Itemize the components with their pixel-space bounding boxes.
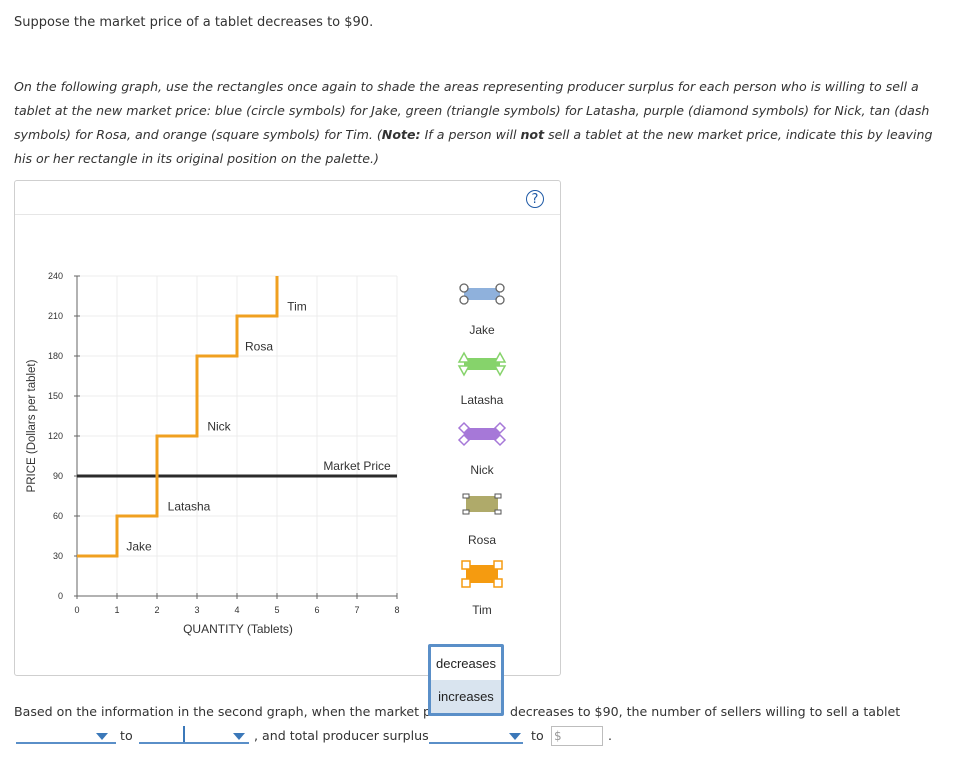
y-tick-label: 210 bbox=[48, 311, 63, 321]
direction-dropdown-menu[interactable]: decreases increases bbox=[428, 644, 504, 716]
chevron-down-icon bbox=[233, 733, 245, 740]
option-increases[interactable]: increases bbox=[431, 680, 501, 713]
palette-item-rosa[interactable] bbox=[462, 493, 502, 515]
step-labels: Jake Latasha Nick Rosa Tim bbox=[126, 300, 306, 554]
dash-handle-icon bbox=[462, 509, 470, 515]
palette-item-latasha[interactable] bbox=[457, 351, 507, 377]
question-sentence-continued: decreases to $90, the number of sellers … bbox=[510, 704, 901, 719]
market-price-line-group: Market Price bbox=[77, 459, 397, 478]
palette-item-nick[interactable] bbox=[457, 421, 507, 447]
step-label-jake: Jake bbox=[126, 540, 152, 554]
triangle-handle-icon bbox=[493, 365, 507, 377]
option-decreases[interactable]: decreases bbox=[436, 656, 496, 671]
square-handle-icon bbox=[461, 578, 471, 588]
chevron-down-icon bbox=[96, 733, 108, 740]
text-cursor bbox=[183, 726, 185, 742]
diamond-handle-icon bbox=[457, 433, 471, 447]
x-tick-label: 4 bbox=[234, 605, 239, 615]
y-tick-label: 0 bbox=[58, 591, 63, 601]
triangle-handle-icon bbox=[493, 351, 507, 363]
palette-label-tim: Tim bbox=[472, 603, 492, 617]
palette-item-tim[interactable] bbox=[461, 560, 503, 588]
y-tick-label: 180 bbox=[48, 351, 63, 361]
y-axis-label: PRICE (Dollars per tablet) bbox=[26, 359, 38, 492]
circle-handle-icon bbox=[459, 283, 469, 293]
y-tick-label: 240 bbox=[48, 271, 63, 281]
diamond-handle-icon bbox=[493, 421, 507, 435]
y-tick-label: 60 bbox=[53, 511, 63, 521]
supply-chart: 0 1 2 3 4 5 6 7 8 0 30 60 90 120 150 180 210 240 Market P… bbox=[26, 271, 507, 636]
square-handle-icon bbox=[493, 578, 503, 588]
y-tick-label: 150 bbox=[48, 391, 63, 401]
triangle-handle-icon bbox=[457, 351, 471, 363]
y-tick-label: 120 bbox=[48, 431, 63, 441]
x-tick-label: 5 bbox=[274, 605, 279, 615]
supply-curve bbox=[77, 276, 279, 558]
step-label-rosa: Rosa bbox=[245, 340, 273, 354]
sellers-to-dropdown[interactable] bbox=[139, 726, 249, 744]
x-tick-label: 3 bbox=[194, 605, 199, 615]
palette-item-jake[interactable] bbox=[459, 283, 505, 305]
chart-ticks: 0 1 2 3 4 5 6 7 8 0 30 60 90 120 150 180 210 240 bbox=[48, 271, 400, 615]
square-handle-icon bbox=[461, 560, 471, 570]
market-price-label: Market Price bbox=[323, 459, 391, 473]
x-tick-label: 7 bbox=[354, 605, 359, 615]
circle-handle-icon bbox=[495, 295, 505, 305]
graph-panel: ? 0 1 2 3 4 5 6 7 8 0 30 60 90 120 150 180 210 240 Market… bbox=[14, 180, 561, 676]
x-tick-label: 0 bbox=[74, 605, 79, 615]
circle-handle-icon bbox=[495, 283, 505, 293]
palette-rect bbox=[466, 565, 498, 583]
help-icon[interactable]: ? bbox=[526, 190, 544, 208]
question-sentence-start: Based on the information in the second g… bbox=[14, 704, 447, 719]
surplus-direction-dropdown[interactable] bbox=[429, 726, 523, 744]
supply-curve-group bbox=[77, 276, 279, 558]
palette-rect bbox=[464, 358, 500, 370]
circle-handle-icon bbox=[459, 295, 469, 305]
palette-label-nick: Nick bbox=[470, 463, 494, 477]
dash-handle-icon bbox=[462, 493, 470, 499]
x-axis-label: QUANTITY (Tablets) bbox=[183, 622, 293, 636]
palette-rect bbox=[464, 288, 500, 300]
step-label-latasha: Latasha bbox=[168, 500, 211, 514]
palette-rect bbox=[464, 428, 500, 440]
x-tick-label: 6 bbox=[314, 605, 319, 615]
panel-toolbar bbox=[15, 181, 560, 215]
diamond-handle-icon bbox=[457, 421, 471, 435]
period: . bbox=[608, 728, 613, 743]
x-tick-label: 1 bbox=[114, 605, 119, 615]
triangle-handle-icon bbox=[457, 365, 471, 377]
palette-label-latasha: Latasha bbox=[460, 393, 504, 407]
y-tick-label: 90 bbox=[53, 471, 63, 481]
instructions-text: On the following graph, use the rectangl… bbox=[14, 79, 933, 166]
to-label-1: to bbox=[120, 728, 133, 743]
step-label-nick: Nick bbox=[207, 420, 231, 434]
x-tick-label: 2 bbox=[154, 605, 159, 615]
palette-label-rosa: Rosa bbox=[467, 533, 496, 547]
to-label-2: to bbox=[531, 728, 544, 743]
producer-surplus-label: , and total producer surplus bbox=[254, 728, 429, 743]
x-tick-label: 8 bbox=[394, 605, 399, 615]
dash-handle-icon bbox=[494, 509, 502, 515]
intro-text: Suppose the market price of a tablet dec… bbox=[14, 15, 374, 30]
step-label-tim: Tim bbox=[287, 300, 307, 314]
diamond-handle-icon bbox=[493, 433, 507, 447]
palette-rect bbox=[466, 496, 498, 512]
palette-label-jake: Jake bbox=[469, 323, 495, 337]
square-handle-icon bbox=[493, 560, 503, 570]
y-tick-label: 30 bbox=[53, 551, 63, 561]
dash-handle-icon bbox=[494, 493, 502, 499]
palette-group bbox=[457, 283, 507, 588]
sellers-from-dropdown[interactable] bbox=[16, 726, 116, 744]
surplus-amount-input[interactable]: $ bbox=[551, 726, 603, 746]
chevron-down-icon bbox=[509, 733, 521, 740]
